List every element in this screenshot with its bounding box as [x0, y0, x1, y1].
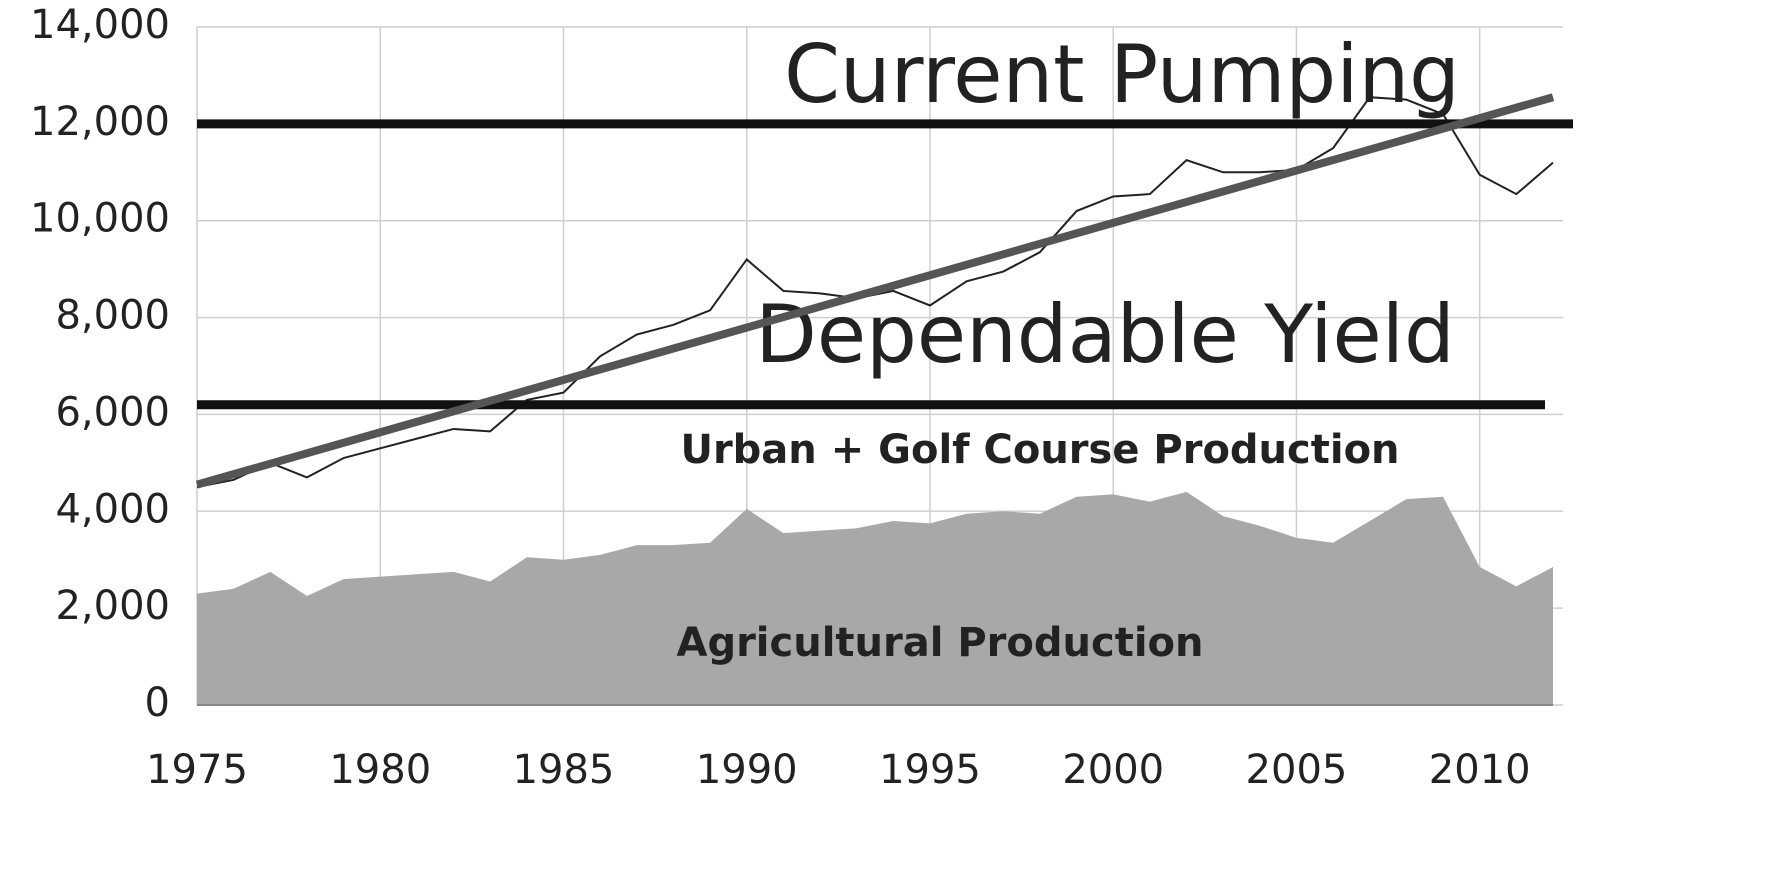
x-tick-label: 1975: [146, 747, 248, 793]
x-tick-label: 1990: [696, 747, 798, 793]
annotation: Urban + Golf Course Production: [680, 427, 1399, 473]
x-tick-label: 2010: [1429, 747, 1531, 793]
x-tick-label: 2000: [1062, 747, 1164, 793]
x-tick-label: 2005: [1246, 747, 1348, 793]
y-tick-label: 6,000: [55, 389, 170, 435]
y-tick-label: 12,000: [30, 99, 170, 145]
trend-line: [195, 93, 1555, 489]
reference-label: Dependable Yield: [755, 288, 1454, 381]
y-tick-label: 0: [145, 680, 170, 726]
x-tick-label: 1980: [329, 747, 431, 793]
y-tick-label: 2,000: [55, 583, 170, 629]
y-tick-label: 8,000: [55, 293, 170, 339]
y-tick-label: 10,000: [30, 196, 170, 242]
x-tick-label: 1995: [879, 747, 981, 793]
reference-label: Current Pumping: [784, 28, 1460, 121]
annotation: Agricultural Production: [676, 620, 1203, 666]
y-tick-label: 4,000: [55, 486, 170, 532]
y-tick-label: 14,000: [30, 2, 170, 48]
x-tick-label: 1985: [513, 747, 615, 793]
area: [197, 491, 1553, 705]
